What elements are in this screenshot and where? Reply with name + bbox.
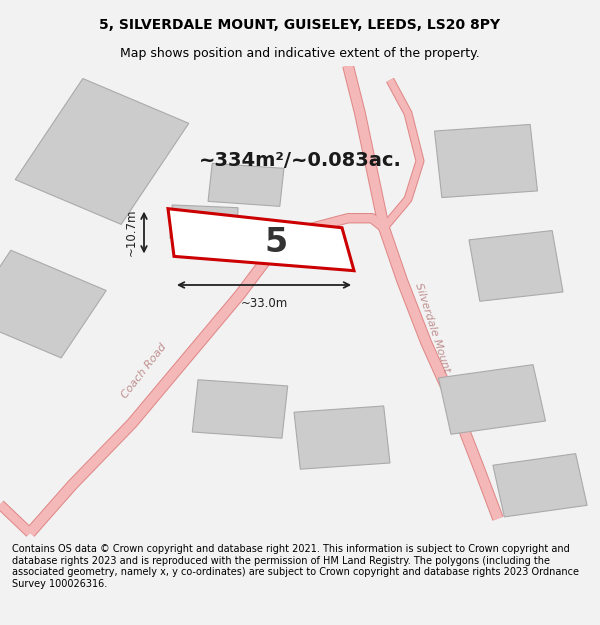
Text: ~33.0m: ~33.0m bbox=[241, 297, 287, 310]
Text: 5, SILVERDALE MOUNT, GUISELEY, LEEDS, LS20 8PY: 5, SILVERDALE MOUNT, GUISELEY, LEEDS, LS… bbox=[100, 18, 500, 32]
Polygon shape bbox=[294, 406, 390, 469]
Polygon shape bbox=[168, 209, 354, 271]
Polygon shape bbox=[15, 79, 189, 224]
Text: ~10.7m: ~10.7m bbox=[125, 209, 138, 256]
Text: ~334m²/~0.083ac.: ~334m²/~0.083ac. bbox=[199, 151, 401, 171]
Polygon shape bbox=[192, 380, 288, 438]
Polygon shape bbox=[170, 205, 238, 241]
Polygon shape bbox=[208, 163, 284, 206]
Polygon shape bbox=[439, 364, 545, 434]
Text: Contains OS data © Crown copyright and database right 2021. This information is : Contains OS data © Crown copyright and d… bbox=[12, 544, 579, 589]
Polygon shape bbox=[493, 454, 587, 517]
Polygon shape bbox=[0, 250, 106, 358]
Text: Coach Road: Coach Road bbox=[119, 341, 169, 400]
Text: Map shows position and indicative extent of the property.: Map shows position and indicative extent… bbox=[120, 48, 480, 60]
Text: 5: 5 bbox=[265, 226, 287, 259]
Polygon shape bbox=[434, 124, 538, 198]
Polygon shape bbox=[469, 231, 563, 301]
Text: Silverdale Mount: Silverdale Mount bbox=[413, 282, 451, 374]
